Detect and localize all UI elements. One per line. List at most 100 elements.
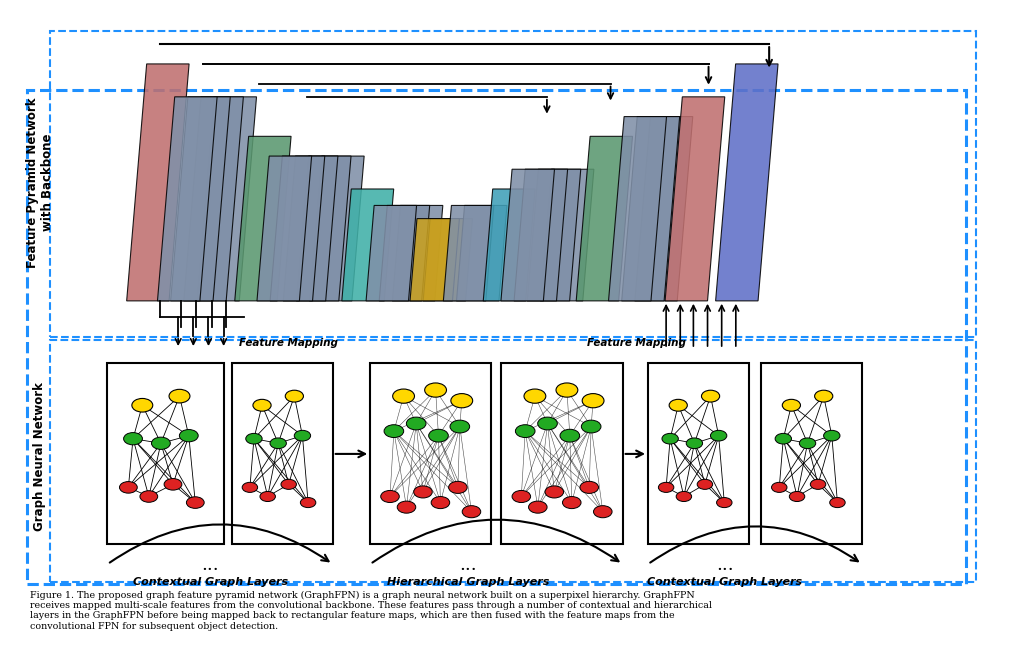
Circle shape [381, 490, 399, 502]
Polygon shape [540, 169, 594, 301]
Circle shape [246, 434, 262, 444]
Circle shape [830, 498, 845, 508]
Polygon shape [527, 169, 580, 301]
Circle shape [658, 483, 674, 492]
Polygon shape [183, 97, 243, 301]
Circle shape [270, 438, 287, 449]
Polygon shape [310, 156, 364, 301]
Circle shape [580, 481, 599, 493]
Circle shape [676, 492, 692, 502]
Text: ...: ... [202, 557, 220, 574]
Polygon shape [576, 136, 632, 301]
Circle shape [782, 399, 800, 411]
Circle shape [449, 481, 467, 493]
Text: Feature Mapping: Feature Mapping [588, 338, 686, 348]
FancyBboxPatch shape [370, 364, 491, 545]
Circle shape [450, 420, 470, 433]
Polygon shape [366, 206, 416, 301]
Text: Hierarchical Graph Layers: Hierarchical Graph Layers [387, 577, 549, 588]
Circle shape [164, 479, 182, 490]
Circle shape [242, 483, 257, 492]
Circle shape [179, 430, 199, 442]
Circle shape [152, 437, 170, 449]
Circle shape [413, 486, 433, 498]
FancyBboxPatch shape [648, 364, 749, 545]
Circle shape [120, 482, 137, 493]
Polygon shape [622, 116, 680, 301]
Polygon shape [609, 116, 667, 301]
FancyBboxPatch shape [107, 364, 224, 545]
Circle shape [710, 430, 727, 441]
Circle shape [772, 483, 787, 492]
Circle shape [424, 383, 447, 397]
FancyBboxPatch shape [501, 364, 623, 545]
Text: ...: ... [459, 557, 477, 574]
Circle shape [810, 479, 826, 489]
Circle shape [451, 393, 473, 408]
Polygon shape [423, 219, 472, 301]
Polygon shape [270, 156, 325, 301]
Polygon shape [157, 97, 217, 301]
Text: Contextual Graph Layers: Contextual Graph Layers [647, 577, 802, 588]
Text: Contextual Graph Layers: Contextual Graph Layers [133, 577, 288, 588]
Circle shape [462, 506, 481, 518]
Circle shape [775, 434, 791, 444]
Circle shape [286, 390, 304, 402]
Polygon shape [666, 97, 724, 301]
Circle shape [545, 486, 563, 498]
Circle shape [524, 389, 546, 403]
Polygon shape [170, 97, 230, 301]
Circle shape [538, 417, 557, 430]
Polygon shape [297, 156, 352, 301]
Circle shape [581, 420, 601, 433]
Text: Feature Mapping: Feature Mapping [239, 338, 337, 348]
Text: Graph Neural Network: Graph Neural Network [33, 383, 47, 531]
Circle shape [301, 498, 316, 508]
Polygon shape [284, 156, 338, 301]
Polygon shape [457, 206, 506, 301]
Polygon shape [127, 64, 189, 301]
Circle shape [428, 429, 449, 442]
Circle shape [661, 434, 679, 444]
Circle shape [140, 490, 158, 502]
Circle shape [186, 497, 205, 508]
Circle shape [384, 425, 404, 438]
Circle shape [406, 417, 426, 430]
Circle shape [124, 432, 143, 445]
Circle shape [670, 399, 688, 411]
Circle shape [556, 383, 577, 397]
Circle shape [512, 490, 531, 502]
Circle shape [562, 496, 581, 508]
Circle shape [253, 399, 271, 411]
Polygon shape [341, 189, 394, 301]
Circle shape [132, 399, 153, 412]
Circle shape [393, 389, 414, 403]
Circle shape [824, 430, 840, 441]
FancyBboxPatch shape [232, 364, 332, 545]
Circle shape [560, 429, 579, 442]
Circle shape [294, 430, 311, 441]
Circle shape [799, 438, 815, 449]
Circle shape [697, 479, 712, 489]
Polygon shape [410, 219, 460, 301]
FancyBboxPatch shape [761, 364, 862, 545]
Polygon shape [715, 64, 778, 301]
Polygon shape [235, 136, 291, 301]
Polygon shape [379, 206, 430, 301]
Text: Figure 1. The proposed graph feature pyramid network (GraphFPN) is a graph neura: Figure 1. The proposed graph feature pyr… [29, 590, 712, 631]
Circle shape [529, 501, 547, 513]
Polygon shape [635, 116, 693, 301]
Polygon shape [392, 206, 443, 301]
Circle shape [789, 492, 804, 502]
Polygon shape [257, 156, 312, 301]
Polygon shape [501, 169, 554, 301]
Polygon shape [197, 97, 256, 301]
Circle shape [260, 492, 276, 502]
Circle shape [814, 390, 833, 402]
Circle shape [701, 390, 719, 402]
Circle shape [169, 389, 190, 403]
Circle shape [397, 501, 415, 513]
Polygon shape [483, 189, 535, 301]
Circle shape [594, 506, 612, 518]
Circle shape [582, 393, 604, 408]
